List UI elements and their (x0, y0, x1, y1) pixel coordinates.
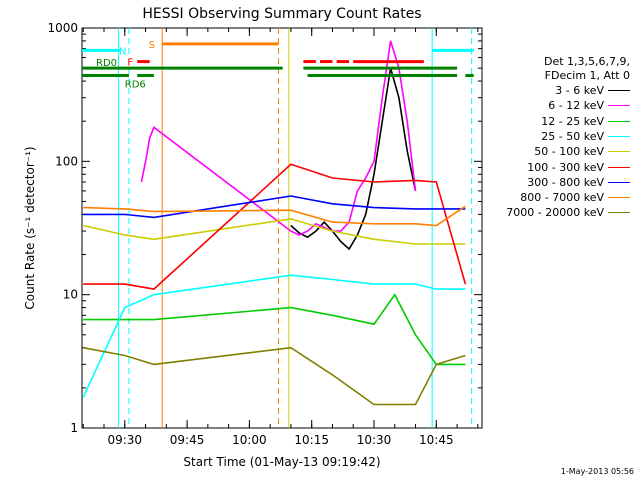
series-line (82, 274, 466, 398)
y-tick-label: 1 (70, 421, 78, 435)
x-tick-label: 09:45 (170, 433, 205, 447)
y-tick-label: 1000 (47, 21, 78, 35)
x-tick-label: 09:30 (107, 433, 142, 447)
flag-label: S (149, 40, 155, 51)
series-line (83, 195, 466, 219)
x-tick-label: 10:30 (357, 433, 392, 447)
x-axis-label: Start Time (01-May-13 09:19:42) (183, 455, 380, 469)
footer-timestamp: 1-May-2013 05:56 (560, 467, 634, 476)
series-line (83, 293, 466, 366)
chart-title: HESSI Observing Summary Count Rates (142, 6, 421, 22)
flag-label: RD6 (125, 80, 146, 91)
flag-label: F (127, 58, 133, 69)
flag-label: RD0 (96, 58, 117, 69)
flag-label: N (119, 46, 126, 57)
series-line (83, 163, 467, 290)
y-axis-label: Count Rate (s⁻¹ detector⁻¹) (23, 146, 37, 309)
x-tick-label: 10:00 (232, 433, 267, 447)
series-line (140, 40, 417, 236)
series-line (83, 205, 466, 227)
x-tick-label: 10:45 (419, 433, 454, 447)
x-tick-label: 10:15 (294, 433, 329, 447)
series-line (83, 346, 466, 406)
y-tick-label: 10 (63, 288, 78, 302)
series-line (83, 218, 466, 245)
plot-frame (81, 27, 483, 429)
series-line (290, 67, 417, 251)
y-tick-label: 100 (55, 154, 78, 168)
